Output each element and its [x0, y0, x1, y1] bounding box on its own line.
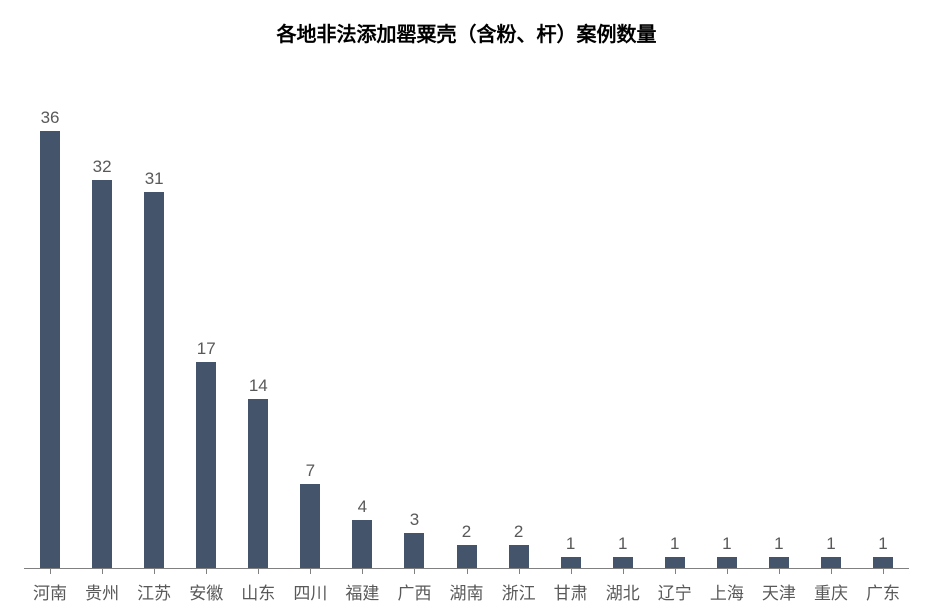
- bar-slot: 1: [545, 57, 597, 568]
- axis-tick: [102, 568, 103, 574]
- bar-rect: [768, 556, 790, 568]
- bar-rect: [39, 130, 61, 568]
- axis-tick: [519, 568, 520, 574]
- category-label: 湖北: [597, 573, 649, 604]
- category-label: 福建: [336, 573, 388, 604]
- bar-slot: 3: [388, 57, 440, 568]
- bar-slot: 32: [76, 57, 128, 568]
- bar-value-label: 1: [670, 535, 679, 552]
- bar-slot: 2: [441, 57, 493, 568]
- bar-rect: [299, 483, 321, 568]
- category-label: 河南: [24, 573, 76, 604]
- category-label: 广东: [857, 573, 909, 604]
- category-label: 天津: [753, 573, 805, 604]
- bar-value-label: 14: [249, 377, 268, 394]
- axis-tick: [362, 568, 363, 574]
- bar-value-label: 36: [41, 109, 60, 126]
- bar-slot: 1: [753, 57, 805, 568]
- bar-slot: 36: [24, 57, 76, 568]
- axis-tick: [571, 568, 572, 574]
- bar-slot: 4: [336, 57, 388, 568]
- bar-slot: 14: [232, 57, 284, 568]
- bar-value-label: 17: [197, 340, 216, 357]
- bar-value-label: 1: [722, 535, 731, 552]
- axis-tick: [258, 568, 259, 574]
- bar-rect: [403, 532, 425, 569]
- bar-rect: [195, 361, 217, 568]
- bars-row: 3632311714743221111111: [24, 57, 909, 568]
- category-label: 贵州: [76, 573, 128, 604]
- axis-tick: [727, 568, 728, 574]
- bar-rect: [351, 519, 373, 568]
- plot-area: 3632311714743221111111: [24, 57, 909, 569]
- bar-slot: 1: [649, 57, 701, 568]
- category-label: 四川: [284, 573, 336, 604]
- category-label: 安徽: [180, 573, 232, 604]
- bar-slot: 1: [597, 57, 649, 568]
- category-labels-row: 河南贵州江苏安徽山东四川福建广西湖南浙江甘肃湖北辽宁上海天津重庆广东: [24, 573, 909, 604]
- bar-rect: [508, 544, 530, 568]
- bar-value-label: 1: [618, 535, 627, 552]
- axis-tick: [779, 568, 780, 574]
- axis-tick: [206, 568, 207, 574]
- bar-value-label: 2: [462, 523, 471, 540]
- bar-value-label: 2: [514, 523, 523, 540]
- axis-tick: [831, 568, 832, 574]
- axis-tick: [414, 568, 415, 574]
- bar-rect: [91, 179, 113, 568]
- axis-tick: [675, 568, 676, 574]
- chart-title: 各地非法添加罂粟壳（含粉、杆）案例数量: [24, 18, 909, 47]
- category-label: 上海: [701, 573, 753, 604]
- bar-rect: [872, 556, 894, 568]
- category-label: 甘肃: [545, 573, 597, 604]
- bar-slot: 1: [805, 57, 857, 568]
- bar-rect: [664, 556, 686, 568]
- axis-tick: [154, 568, 155, 574]
- category-label: 湖南: [441, 573, 493, 604]
- axis-tick: [883, 568, 884, 574]
- axis-tick: [467, 568, 468, 574]
- bar-value-label: 1: [826, 535, 835, 552]
- bar-value-label: 1: [566, 535, 575, 552]
- category-label: 山东: [232, 573, 284, 604]
- bar-slot: 31: [128, 57, 180, 568]
- bar-rect: [820, 556, 842, 568]
- bar-slot: 17: [180, 57, 232, 568]
- bar-slot: 1: [857, 57, 909, 568]
- bar-rect: [560, 556, 582, 568]
- bar-value-label: 7: [306, 462, 315, 479]
- category-label: 辽宁: [649, 573, 701, 604]
- bar-rect: [612, 556, 634, 568]
- bar-rect: [247, 398, 269, 568]
- bar-value-label: 3: [410, 511, 419, 528]
- bar-slot: 7: [284, 57, 336, 568]
- bar-value-label: 4: [358, 498, 367, 515]
- bar-slot: 1: [701, 57, 753, 568]
- bar-rect: [716, 556, 738, 568]
- bar-rect: [456, 544, 478, 568]
- category-label: 浙江: [493, 573, 545, 604]
- bar-rect: [143, 191, 165, 568]
- axis-tick: [310, 568, 311, 574]
- category-label: 广西: [388, 573, 440, 604]
- bar-value-label: 1: [774, 535, 783, 552]
- bar-chart: 各地非法添加罂粟壳（含粉、杆）案例数量 36323117147432211111…: [0, 0, 933, 614]
- bar-value-label: 32: [93, 158, 112, 175]
- bar-value-label: 1: [878, 535, 887, 552]
- axis-tick: [623, 568, 624, 574]
- axis-tick: [50, 568, 51, 574]
- bar-value-label: 31: [145, 170, 164, 187]
- category-label: 重庆: [805, 573, 857, 604]
- bar-slot: 2: [493, 57, 545, 568]
- category-label: 江苏: [128, 573, 180, 604]
